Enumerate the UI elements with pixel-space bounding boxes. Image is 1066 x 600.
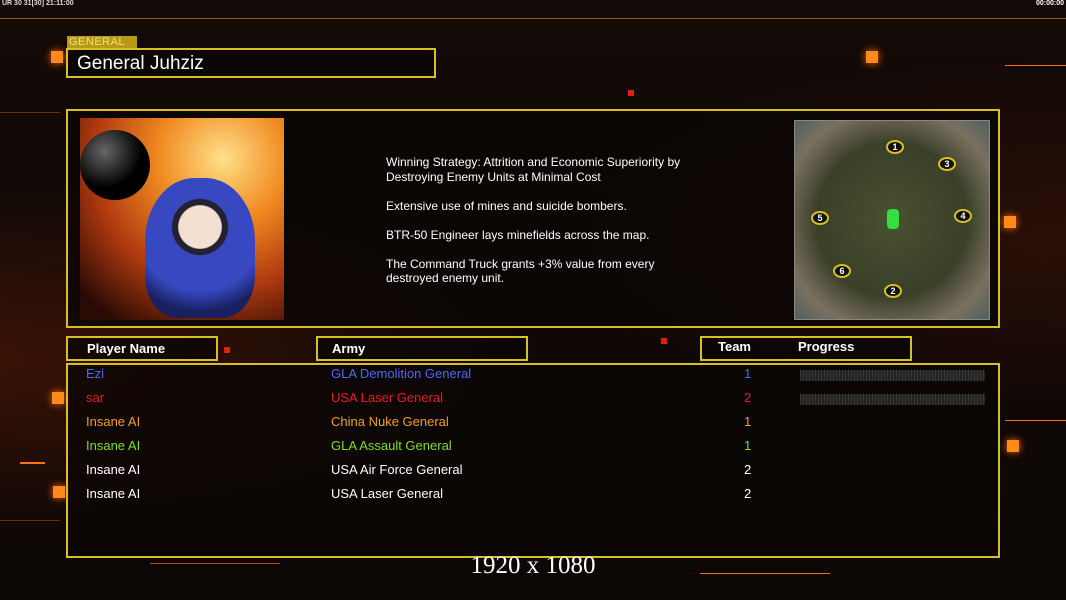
start-position-marker: 1 [886, 140, 904, 154]
decor-square [51, 51, 63, 63]
player-row: Insane AI USA Air Force General 2 [0, 462, 1066, 486]
player-row: Insane AI GLA Assault General 1 [0, 438, 1066, 462]
general-portrait [80, 118, 284, 320]
player-name: Insane AI [86, 462, 141, 477]
player-name: Insane AI [86, 414, 141, 429]
general-tab-label: GENERAL [67, 36, 137, 48]
player-team: 2 [744, 486, 752, 501]
player-army: China Nuke General [331, 414, 449, 429]
start-position-marker: 6 [833, 264, 851, 278]
player-row: Insane AI USA Laser General 2 [0, 486, 1066, 510]
description-line: The Command Truck grants +3% value from … [386, 256, 655, 286]
progress-bar [800, 370, 985, 381]
player-army: GLA Assault General [331, 438, 452, 453]
decor-square [628, 90, 634, 96]
divider [700, 573, 830, 574]
player-row: sar USA Laser General 2 [0, 390, 1066, 414]
start-position-marker: 2 [884, 284, 902, 298]
bomberman-figure [145, 178, 255, 318]
column-header-progress: Progress [798, 339, 855, 354]
divider [150, 563, 280, 564]
divider [0, 18, 1066, 19]
column-header-team: Team [718, 339, 751, 354]
general-description: Winning Strategy: Attrition and Economic… [386, 155, 746, 300]
decor-square [52, 392, 64, 404]
map-preview: 1 2 3 4 5 6 [794, 120, 990, 320]
divider [0, 112, 60, 113]
map-center-icon [887, 209, 899, 229]
player-team: 2 [744, 390, 752, 405]
description-line: Winning Strategy: Attrition and Economic… [386, 155, 681, 184]
description-line: BTR-50 Engineer lays minefields across t… [386, 227, 650, 242]
description-line: Extensive use of mines and suicide bombe… [386, 198, 627, 213]
player-name: Ezi [86, 366, 105, 381]
start-position-marker: 5 [811, 211, 829, 225]
divider [1005, 420, 1066, 421]
general-title: General Juhziz [66, 48, 436, 78]
decor-square [224, 347, 230, 353]
status-text: UR 30 31[30] 21:11:00 [2, 0, 74, 7]
divider [20, 462, 45, 464]
start-position-marker: 4 [954, 209, 972, 223]
player-name: Insane AI [86, 486, 141, 501]
player-army: USA Laser General [331, 486, 444, 501]
player-team: 1 [744, 438, 752, 453]
player-team: 1 [744, 414, 752, 429]
decor-square [1007, 440, 1019, 452]
player-team: 1 [744, 366, 752, 381]
column-header-team-progress: Team Progress [700, 336, 912, 361]
start-position-marker: 3 [938, 157, 956, 171]
player-army: GLA Demolition General [331, 366, 472, 381]
divider [0, 520, 60, 521]
player-army: USA Air Force General [331, 462, 463, 477]
decor-square [53, 486, 65, 498]
game-clock: 00:00:00 [1035, 0, 1064, 7]
decor-square [661, 338, 667, 344]
player-name: Insane AI [86, 438, 141, 453]
decor-square [1004, 216, 1016, 228]
progress-bar [800, 394, 985, 405]
player-army: USA Laser General [331, 390, 444, 405]
player-row: Insane AI China Nuke General 1 [0, 414, 1066, 438]
player-team: 2 [744, 462, 752, 477]
decor-square [866, 51, 878, 63]
bomb-image [80, 130, 150, 200]
divider [1005, 65, 1066, 66]
column-header-player: Player Name [66, 336, 218, 361]
resolution-label: 1920 x 1080 [470, 552, 596, 579]
column-header-army: Army [316, 336, 528, 361]
player-row: Ezi GLA Demolition General 1 [0, 366, 1066, 390]
player-name: sar [86, 390, 105, 405]
